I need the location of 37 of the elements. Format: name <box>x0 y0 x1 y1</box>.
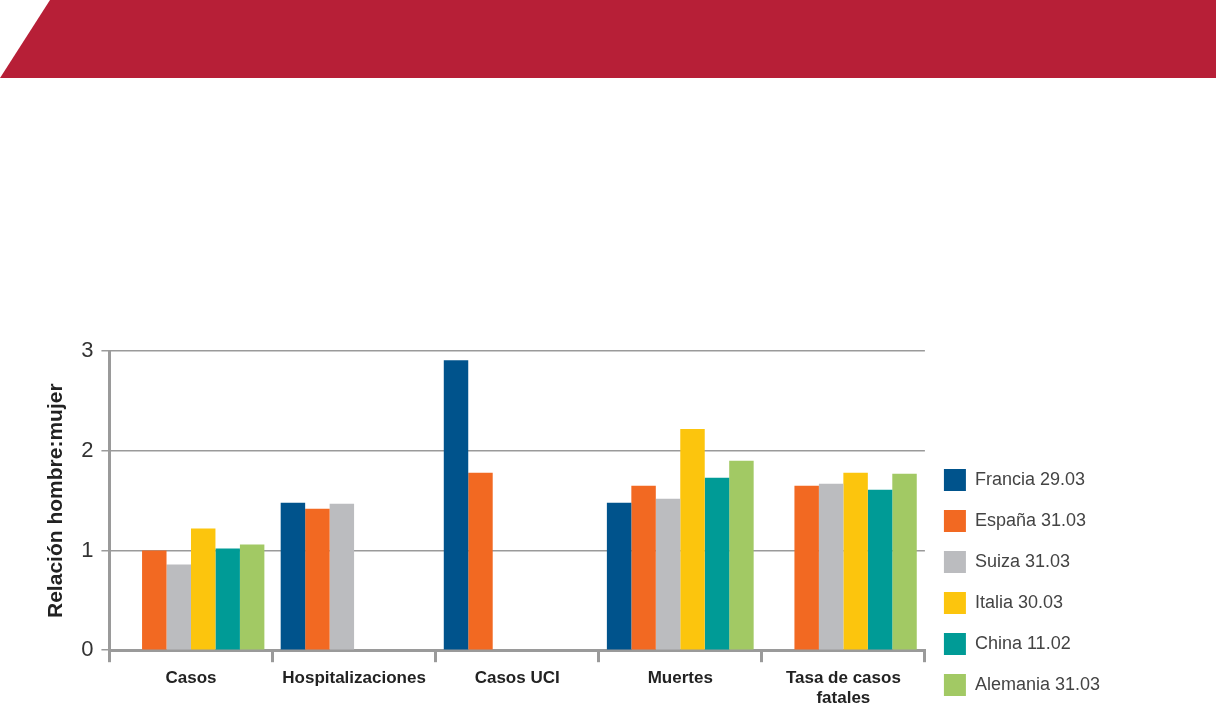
bar <box>166 564 191 650</box>
bar <box>729 460 754 650</box>
legend-label: España 31.03 <box>974 509 1087 530</box>
bar <box>215 548 240 650</box>
x-tick-label: Tasa de casos fatales <box>785 668 901 708</box>
x-tick-label: Casos <box>165 668 217 688</box>
legend-label: Suiza 31.03 <box>974 550 1070 571</box>
y-axis-title: Relación hombre:mujer <box>43 383 67 618</box>
bar <box>239 544 265 650</box>
bar <box>329 503 355 650</box>
bar <box>680 428 705 650</box>
bar <box>818 483 844 650</box>
bar <box>655 498 681 650</box>
y-tick-label: 3 <box>81 337 94 363</box>
bar <box>142 550 167 650</box>
bar <box>794 485 819 650</box>
bar <box>606 502 632 650</box>
legend-label: Francia 29.03 <box>974 468 1085 489</box>
bar <box>843 472 868 650</box>
y-tick-label: 2 <box>81 436 94 462</box>
bar <box>704 477 730 650</box>
y-tick-label: 0 <box>81 636 94 662</box>
bar <box>867 489 893 650</box>
x-tick-label: Muertes <box>647 668 713 688</box>
bar <box>631 485 656 650</box>
bar <box>443 360 469 650</box>
bar <box>305 508 330 650</box>
x-tick-label: Casos UCI <box>474 668 560 688</box>
legend-label: Italia 30.03 <box>974 591 1063 612</box>
y-tick-label: 1 <box>81 536 94 562</box>
bar <box>190 528 216 650</box>
legend-label: Alemania 31.03 <box>974 673 1101 694</box>
x-tick-label: Hospitalizaciones <box>282 668 426 688</box>
bar <box>280 502 306 650</box>
legend-label: China 11.02 <box>974 632 1071 653</box>
bar <box>892 473 917 650</box>
bar <box>468 472 493 650</box>
